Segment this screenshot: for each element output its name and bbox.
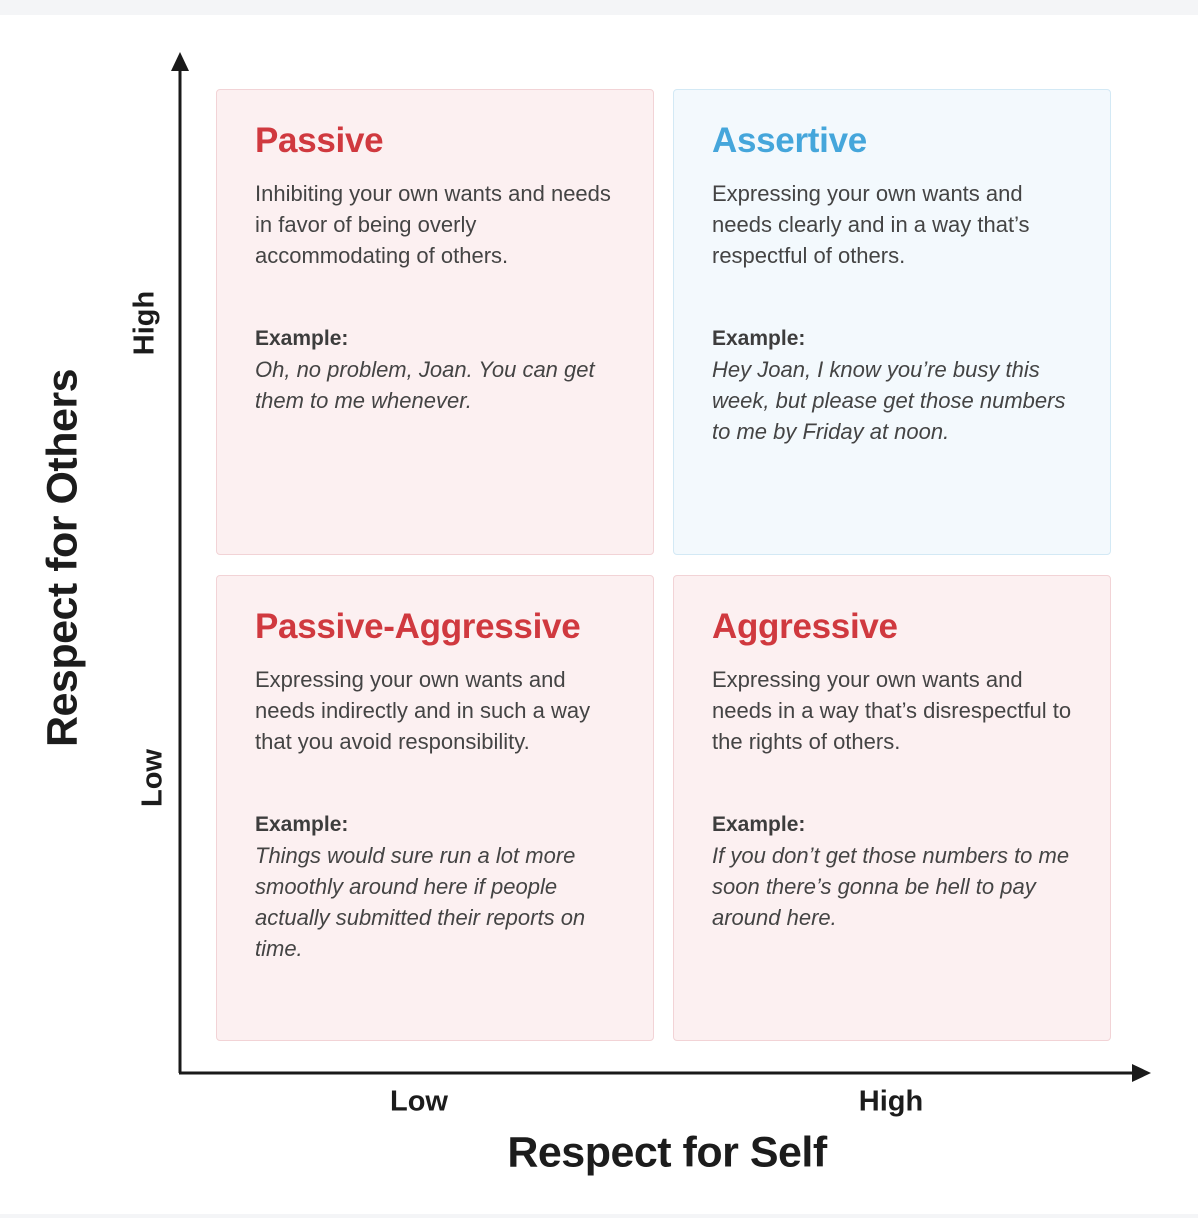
example-label: Example: (255, 327, 349, 350)
x-axis-title: Respect for Self (507, 1128, 827, 1177)
example-label: Example: (712, 327, 806, 350)
example-text: Hey Joan, I know you’re busy this week, … (712, 357, 1066, 444)
example-text: Things would sure run a lot more smoothl… (255, 843, 586, 961)
quadrant-description: Expressing your own wants and needs in a… (712, 667, 1072, 754)
x-tick-high: High (858, 1085, 924, 1118)
y-axis-arrow-icon (171, 52, 189, 71)
example-text: If you don’t get those numbers to me soo… (712, 843, 1070, 930)
quadrant-description: Expressing your own wants and needs indi… (255, 667, 591, 754)
quadrant-assertive: Assertive Expressing your own wants and … (673, 89, 1111, 555)
quadrant-title: Assertive (712, 121, 867, 160)
quadrant-description: Inhibiting your own wants and needs in f… (255, 181, 611, 268)
quadrant-passive: Passive Inhibiting your own wants and ne… (216, 89, 654, 555)
quadrant-passive-aggressive: Passive-Aggressive Expressing your own w… (216, 575, 654, 1041)
quadrant-aggressive: Aggressive Expressing your own wants and… (673, 575, 1111, 1041)
quadrant-description: Expressing your own wants and needs clea… (712, 181, 1030, 268)
x-axis-arrow-icon (1132, 1064, 1151, 1082)
quadrant-title: Passive (255, 121, 384, 160)
y-tick-low: Low (136, 749, 169, 807)
y-axis-title: Respect for Others (38, 368, 87, 748)
quadrant-title: Passive-Aggressive (255, 607, 581, 646)
example-text: Oh, no problem, Joan. You can get them t… (255, 357, 595, 413)
y-tick-high: High (128, 290, 161, 356)
bottom-strip (0, 1214, 1198, 1218)
x-tick-low: Low (390, 1085, 448, 1118)
top-strip (0, 0, 1198, 15)
example-label: Example: (255, 813, 349, 836)
example-label: Example: (712, 813, 806, 836)
quadrant-title: Aggressive (712, 607, 898, 646)
